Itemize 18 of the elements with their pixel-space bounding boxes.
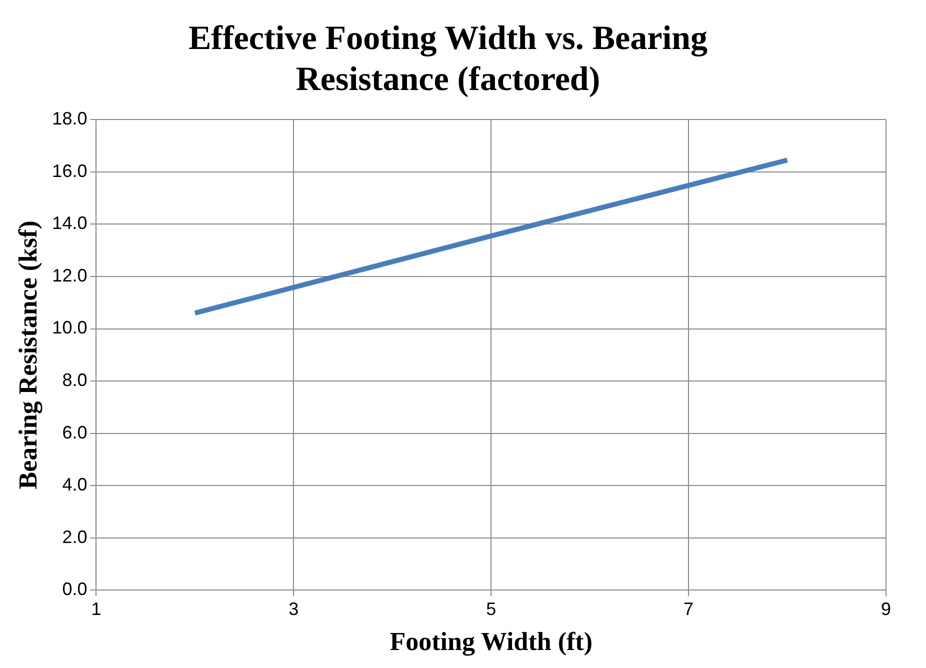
- y-tick-label: 14.0: [52, 213, 88, 234]
- y-tick-label: 6.0: [62, 422, 88, 442]
- chart-title: Effective Footing Width vs. Bearing Resistance (factored): [188, 20, 708, 98]
- x-axis-title: Footing Width (ft): [390, 627, 592, 656]
- y-tick-label: 16.0: [52, 160, 88, 181]
- y-tick-label: 18.0: [52, 108, 88, 129]
- x-tick-label: 7: [684, 598, 694, 619]
- y-tick-label: 12.0: [52, 265, 88, 286]
- y-tick-label: 0.0: [62, 579, 88, 600]
- y-tick-label: 4.0: [62, 474, 88, 495]
- x-tick-label: 9: [880, 598, 892, 619]
- x-tick-label: 1: [91, 598, 102, 619]
- y-tick-label: 8.0: [62, 370, 88, 390]
- x-tick-label: 3: [288, 598, 299, 619]
- y-tick-label: 2.0: [62, 526, 88, 547]
- y-axis-title: Bearing Resistance (ksf): [13, 220, 42, 490]
- y-tick-label: 10.0: [52, 318, 88, 338]
- x-tick-label: 5: [486, 598, 496, 619]
